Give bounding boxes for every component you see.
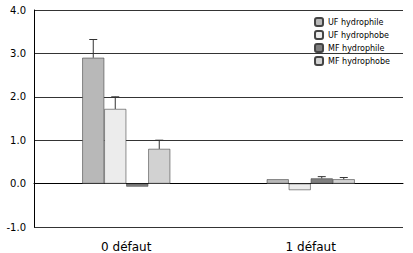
svg-text:3.0: 3.0: [10, 48, 26, 59]
svg-text:4.0: 4.0: [10, 5, 26, 16]
svg-text:MF hydrophobe: MF hydrophobe: [328, 57, 390, 66]
svg-text:0 défaut: 0 défaut: [101, 240, 152, 253]
svg-text:-1.0: -1.0: [6, 222, 26, 233]
svg-text:MF hydrophile: MF hydrophile: [328, 44, 385, 53]
svg-text:2.0: 2.0: [10, 91, 26, 102]
svg-text:0.0: 0.0: [10, 178, 26, 189]
svg-text:1.0: 1.0: [10, 135, 26, 146]
svg-text:UF hydrophobe: UF hydrophobe: [328, 31, 389, 40]
svg-text:UF hydrophile: UF hydrophile: [328, 18, 383, 27]
svg-text:1 défaut: 1 défaut: [286, 240, 337, 253]
